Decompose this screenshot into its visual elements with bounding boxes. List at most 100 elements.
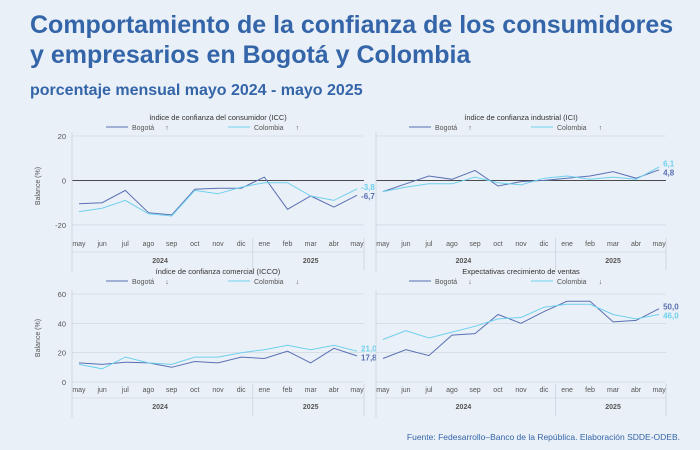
x-tick-label: ene (259, 241, 271, 248)
chart-title: índice de confianza comercial (ICCO) (156, 267, 281, 276)
x-tick-label: ago (143, 241, 155, 248)
legend-label-bogota: Bogotá (132, 125, 154, 132)
year-label-2024: 2024 (152, 404, 168, 411)
year-label-2024: 2024 (456, 258, 472, 265)
x-tick-label: jun (400, 387, 410, 394)
legend-arrow-bogota: ↓ (468, 279, 472, 286)
legend-label-bogota: Bogotá (132, 279, 154, 286)
series-line-bogota (78, 347, 358, 368)
y-axis-title: Balance (%) (35, 167, 42, 205)
year-label-2025: 2025 (605, 404, 621, 411)
page-subtitle: porcentaje mensual mayo 2024 - mayo 2025 (30, 82, 363, 99)
x-tick-label: ago (143, 387, 155, 394)
series-line-colombia (78, 182, 358, 217)
year-label-2025: 2025 (605, 258, 621, 265)
x-tick-label: oct (493, 241, 502, 248)
year-label-2025: 2025 (303, 404, 319, 411)
x-tick-label: nov (515, 241, 527, 248)
series-line-colombia (382, 166, 660, 193)
legend-arrow-colombia: ↓ (296, 279, 300, 286)
x-tick-label: jun (96, 387, 106, 394)
y-tick-label: 0 (62, 176, 66, 185)
y-tick-label: 20 (58, 349, 66, 358)
y-tick-label: 60 (58, 290, 66, 299)
legend-label-colombia: Colombia (254, 125, 284, 132)
chart-ici: índice de confianza industrial (ICI) Bogo… (375, 113, 675, 272)
end-label-colombia: -3,8 (361, 183, 375, 192)
x-tick-label: dic (540, 387, 549, 394)
y-tick-label: 0 (62, 378, 66, 387)
x-tick-label: may (652, 387, 666, 394)
x-tick-label: feb (283, 387, 293, 394)
x-tick-label: nov (212, 387, 224, 394)
x-tick-label: mar (607, 241, 620, 248)
x-tick-label: sep (469, 241, 480, 248)
end-label-colombia: 21,0 (361, 345, 377, 354)
x-tick-label: ene (561, 387, 573, 394)
chart-title: Expectativas crecimiento de ventas (462, 267, 580, 276)
end-label-bogota: 50,0 (663, 303, 679, 312)
x-tick-label: nov (515, 387, 527, 394)
x-tick-label: jul (121, 387, 129, 394)
x-tick-label: dic (237, 241, 246, 248)
year-label-2024: 2024 (152, 258, 168, 265)
legend-arrow-bogota: ↑ (165, 125, 169, 132)
legend-arrow-bogota: ↓ (165, 279, 169, 286)
end-label-bogota: 4,8 (663, 168, 675, 177)
x-tick-label: abr (631, 387, 642, 394)
source-note: Fuente: Fedesarrollo–Banco de la Repúbli… (406, 432, 680, 442)
end-label-bogota: -6,7 (361, 192, 375, 201)
legend-label-bogota: Bogotá (435, 279, 457, 286)
x-tick-label: feb (585, 387, 595, 394)
x-tick-label: jul (424, 387, 432, 394)
legend-arrow-colombia: ↓ (599, 279, 603, 286)
legend-arrow-colombia: ↑ (599, 125, 603, 132)
x-tick-label: sep (166, 387, 177, 394)
end-label-bogota: 17,8 (361, 354, 377, 363)
x-tick-label: abr (631, 241, 642, 248)
x-tick-label: may (376, 387, 390, 394)
legend-label-bogota: Bogotá (435, 125, 457, 132)
x-tick-label: may (376, 241, 390, 248)
legend-arrow-bogota: ↑ (468, 125, 472, 132)
x-tick-label: oct (190, 241, 199, 248)
legend-label-colombia: Colombia (557, 279, 587, 286)
x-tick-label: may (72, 387, 86, 394)
x-tick-label: ago (446, 387, 458, 394)
x-tick-label: jul (121, 241, 129, 248)
x-tick-label: feb (585, 241, 595, 248)
x-tick-label: ago (446, 241, 458, 248)
chart-icco: índice de confianza comercial (ICCO)Bogo… (35, 267, 377, 418)
x-tick-label: jul (424, 241, 432, 248)
series-line-bogota (382, 169, 660, 193)
y-tick-label: 40 (58, 319, 66, 328)
x-tick-label: nov (212, 241, 224, 248)
x-tick-label: mar (305, 241, 318, 248)
x-tick-label: oct (190, 387, 199, 394)
series-line-colombia (78, 344, 358, 370)
series-line-colombia (382, 303, 660, 340)
page-title: Comportamiento de la confianza de los co… (30, 11, 674, 69)
x-tick-label: may (350, 387, 364, 394)
x-tick-label: sep (166, 241, 177, 248)
x-tick-label: oct (493, 387, 502, 394)
y-axis-title: Balance (%) (35, 319, 42, 357)
chart-expectativas-ventas: Expectativas crecimiento de ventas Bogotá… (375, 267, 679, 418)
x-tick-label: ene (561, 241, 573, 248)
year-label-2025: 2025 (303, 258, 319, 265)
legend-label-colombia: Colombia (557, 125, 587, 132)
legend-arrow-colombia: ↑ (296, 125, 300, 132)
chart-title: índice de confianza del consumidor (ICC) (149, 113, 287, 122)
chart-title: índice de confianza industrial (ICI) (464, 113, 578, 122)
chart-icc: índice de confianza del consumidor (ICC)… (35, 113, 375, 272)
x-tick-label: may (350, 241, 364, 248)
x-tick-label: abr (329, 241, 340, 248)
x-tick-label: jun (96, 241, 106, 248)
year-label-2024: 2024 (456, 404, 472, 411)
end-label-colombia: 6,1 (663, 159, 675, 168)
x-tick-label: sep (469, 387, 480, 394)
y-tick-label: 20 (58, 132, 66, 141)
series-line-bogota (382, 300, 660, 359)
x-tick-label: feb (283, 241, 293, 248)
series-line-bogota (78, 176, 358, 216)
